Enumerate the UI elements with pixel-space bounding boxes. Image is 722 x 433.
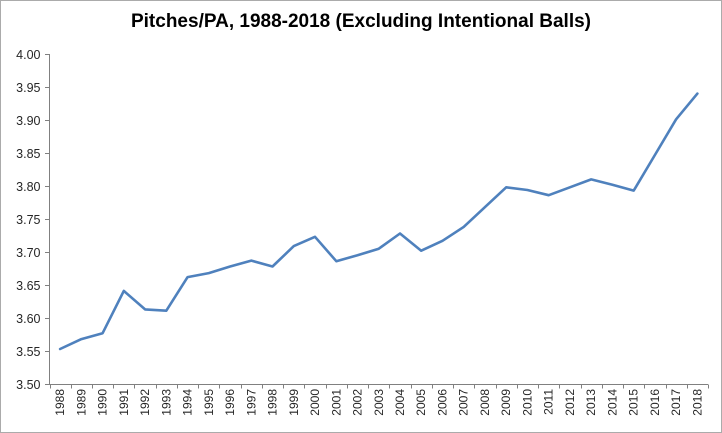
- y-axis-tick-label: 3.70: [16, 246, 40, 260]
- x-axis-tick-label: 2000: [308, 389, 322, 416]
- x-axis-tick-label: 2014: [605, 389, 619, 416]
- y-axis-tick-label: 3.85: [16, 147, 40, 161]
- x-axis-tick-label: 2001: [329, 389, 343, 416]
- x-axis-tick-label: 2010: [520, 389, 534, 416]
- x-axis-tick-label: 2002: [351, 389, 365, 416]
- x-axis-tick-label: 2017: [669, 389, 683, 416]
- x-axis-tick-label: 1989: [74, 389, 88, 416]
- x-axis-tick-label: 1990: [96, 389, 110, 416]
- x-axis-tick-label: 1988: [53, 389, 67, 416]
- x-axis-tick-label: 2006: [435, 389, 449, 416]
- x-axis-tick-label: 1999: [287, 389, 301, 416]
- y-axis-tick-label: 3.50: [16, 378, 40, 392]
- y-axis-tick-label: 3.95: [16, 81, 40, 95]
- x-axis-tick-label: 2005: [414, 389, 428, 416]
- x-axis-tick-label: 2008: [478, 389, 492, 416]
- x-axis-tick-label: 2018: [690, 389, 704, 416]
- x-axis-tick-label: 1992: [138, 389, 152, 416]
- x-axis-tick-label: 1994: [181, 389, 195, 416]
- x-axis-tick-label: 1997: [244, 389, 258, 416]
- x-axis-tick-label: 1993: [159, 389, 173, 416]
- x-axis-tick-label: 1991: [117, 389, 131, 416]
- y-axis-tick-label: 3.55: [16, 345, 40, 359]
- x-axis: 1988 1989 1990 1991 1992 1993 1994 1995 1996 1997…: [49, 384, 709, 416]
- y-axis-tick-label: 3.90: [16, 114, 40, 128]
- x-axis-tick-label: 1995: [202, 389, 216, 416]
- x-axis-tick-label: 2003: [372, 389, 386, 416]
- x-axis-tick-label: 2009: [499, 389, 513, 416]
- x-axis-tick-label: 2015: [627, 389, 641, 416]
- x-axis-tick-label: 2012: [563, 389, 577, 416]
- chart-title: Pitches/PA, 1988-2018 (Excluding Intenti…: [130, 11, 591, 32]
- y-axis-tick-label: 4.00: [16, 48, 40, 62]
- x-axis-tick-label: 2016: [648, 389, 662, 416]
- y-axis-tick-label: 3.65: [16, 279, 40, 293]
- x-axis-tick-label: 2007: [457, 389, 471, 416]
- x-axis-tick-label: 2004: [393, 389, 407, 416]
- y-axis-tick-label: 3.80: [16, 180, 40, 194]
- x-axis-tick-label: 2013: [584, 389, 598, 416]
- x-axis-tick-label: 2011: [542, 389, 556, 415]
- y-axis: 4.00 3.95 3.90 3.85 3.80 3.75 3.70 3.65 3.60 3.55…: [16, 48, 50, 392]
- y-axis-tick-label: 3.75: [16, 213, 40, 227]
- y-axis-tick-label: 3.60: [16, 312, 40, 326]
- x-axis-tick-label: 1998: [266, 389, 280, 416]
- series-line: [58, 92, 699, 351]
- x-axis-tick-label: 1996: [223, 389, 237, 416]
